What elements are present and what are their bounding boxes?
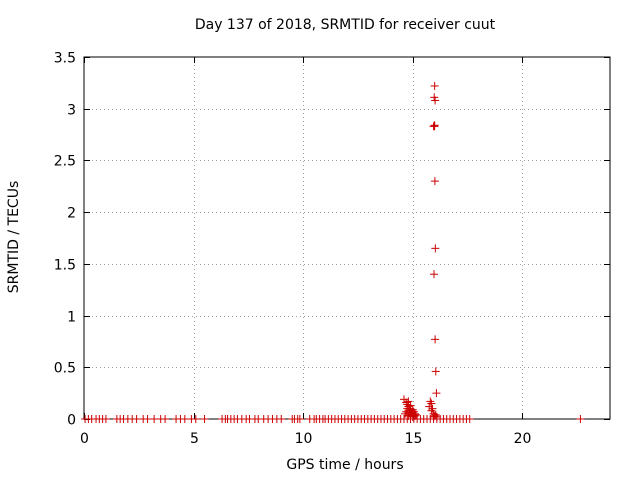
data-point xyxy=(426,397,435,406)
grid-lines xyxy=(84,57,610,419)
data-point xyxy=(295,415,304,423)
data-point xyxy=(431,410,440,419)
data-point xyxy=(427,406,436,415)
axis-ticks: 0 0.5 1 1.5 2 2.5 3 3.5 0 5 10 15 20 xyxy=(54,51,610,447)
data-point xyxy=(431,244,440,253)
x-tick-label: 10 xyxy=(295,431,313,447)
data-point xyxy=(465,415,474,423)
data-point xyxy=(431,367,440,376)
data-point xyxy=(425,402,434,411)
data-point xyxy=(430,81,439,90)
data-point xyxy=(431,335,440,344)
y-axis-label: SRMTID / TECUs xyxy=(6,180,22,294)
y-tick-label: 0 xyxy=(67,413,76,429)
data-point xyxy=(430,177,439,186)
x-tick-label: 0 xyxy=(80,431,89,447)
data-point xyxy=(410,411,419,420)
plot-frame xyxy=(83,56,611,420)
data-point xyxy=(101,415,110,423)
data-point xyxy=(576,415,585,423)
data-point xyxy=(432,412,441,421)
y-tick-label: 3.5 xyxy=(54,51,76,67)
data-point xyxy=(200,415,209,423)
y-tick-label: 1 xyxy=(67,310,76,326)
data-point xyxy=(405,408,414,417)
x-tick-label: 20 xyxy=(514,431,532,447)
chart-title: Day 137 of 2018, SRMTID for receiver cuu… xyxy=(194,17,496,33)
data-point xyxy=(161,415,170,423)
data-point xyxy=(401,409,410,418)
y-tick-label: 2.5 xyxy=(54,154,76,170)
data-point xyxy=(403,404,412,413)
y-tick-label: 1.5 xyxy=(54,258,76,274)
data-point xyxy=(430,270,439,279)
data-point xyxy=(404,397,413,406)
x-tick-label: 15 xyxy=(405,431,423,447)
data-point xyxy=(428,404,437,413)
y-tick-label: 3 xyxy=(67,103,76,119)
data-point xyxy=(432,389,441,398)
y-tick-label: 2 xyxy=(67,206,76,222)
x-axis-label: GPS time / hours xyxy=(286,457,404,473)
data-markers xyxy=(81,81,585,423)
y-tick-label: 0.5 xyxy=(54,361,76,377)
data-point xyxy=(430,121,439,130)
data-point xyxy=(431,96,440,105)
data-point xyxy=(277,415,286,423)
data-point xyxy=(191,415,200,423)
x-tick-label: 5 xyxy=(190,431,199,447)
